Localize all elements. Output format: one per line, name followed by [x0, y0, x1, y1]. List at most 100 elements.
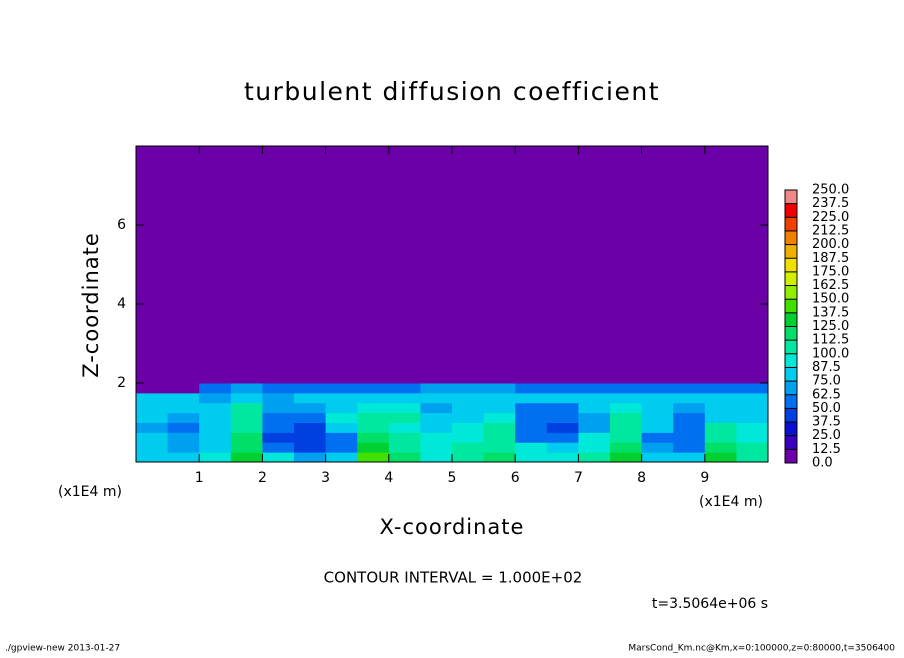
field-cell [357, 422, 390, 433]
field-cell [610, 422, 643, 433]
field-cell [357, 146, 390, 384]
colorbar-band [785, 230, 797, 245]
field-cell [388, 402, 421, 414]
field-cell [452, 146, 485, 384]
field-cell [673, 402, 706, 414]
field-cell [420, 146, 453, 384]
field-cell [199, 146, 232, 384]
colorbar-band [785, 449, 797, 463]
colorbar-label: 175.0 [812, 264, 849, 279]
colorbar-band [785, 244, 797, 259]
field-cell [294, 432, 327, 443]
field-cell [673, 432, 706, 443]
x-tick-label: 9 [700, 470, 709, 486]
field-cell [420, 422, 453, 433]
colorbar-label: 150.0 [812, 292, 849, 307]
field-cell [325, 422, 358, 433]
field-cell [546, 383, 579, 394]
field-cell [199, 383, 232, 394]
field-cell [515, 422, 548, 433]
field-cell [704, 402, 737, 414]
colorbar-band [785, 217, 797, 231]
y-tick-label: 4 [117, 296, 126, 312]
field-cell [704, 432, 737, 443]
field-cell [452, 402, 485, 414]
field-cell [325, 392, 358, 404]
colorbar-band [785, 271, 797, 286]
colorbar-label: 62.5 [812, 387, 841, 402]
field-cell [388, 422, 421, 433]
field-cell [420, 452, 453, 463]
colorbar-label: 237.5 [812, 196, 849, 211]
field-cell [262, 422, 295, 433]
field-cell [230, 442, 263, 453]
time-label: t=3.5064e+06 s [652, 596, 768, 612]
field-cell [641, 402, 674, 414]
x-axis-label: X-coordinate [380, 515, 525, 539]
field-cell [515, 442, 548, 453]
field-cell [388, 412, 421, 423]
field-cell [199, 422, 232, 433]
x-axis-unit: (x1E4 m) [699, 494, 763, 510]
field-cell [452, 452, 485, 463]
x-tick-label: 8 [637, 470, 646, 486]
field-cell [704, 412, 737, 423]
field-cell [546, 452, 579, 463]
colorbar-label: 212.5 [812, 223, 849, 238]
colorbar-band [785, 285, 797, 300]
field-cell [262, 383, 295, 394]
field-cell [294, 452, 327, 463]
field-cell [704, 383, 737, 394]
field-cell [546, 442, 579, 453]
field-cell [515, 383, 548, 394]
colorbar-label: 137.5 [812, 305, 849, 320]
field-cell [199, 452, 232, 463]
field-cell [262, 402, 295, 414]
field-cell [515, 412, 548, 423]
field-cell [641, 422, 674, 433]
field-cell [452, 383, 485, 394]
field-cell [199, 402, 232, 414]
field-cell [515, 432, 548, 443]
field-cell [483, 146, 516, 384]
field-cell [230, 412, 263, 423]
colorbar-band [785, 340, 797, 354]
field-cell [578, 383, 611, 394]
colorbar-band [785, 258, 797, 272]
field-cell [325, 402, 358, 414]
field-cell [610, 383, 643, 394]
field-cell [515, 392, 548, 404]
field-cell [199, 412, 232, 423]
field-cell [610, 402, 643, 414]
contour-interval: CONTOUR INTERVAL = 1.000E+02 [324, 569, 583, 587]
field-cell [578, 392, 611, 404]
field-cell [136, 432, 169, 443]
field-cell [388, 146, 421, 384]
field-cell [388, 383, 421, 394]
field-cell [167, 412, 200, 423]
field-cell [167, 383, 200, 394]
colorbar-band [785, 353, 797, 368]
field-cell [357, 402, 390, 414]
field-cell [388, 392, 421, 404]
field-cell [641, 432, 674, 443]
field-cell [736, 452, 769, 463]
field-cell [704, 452, 737, 463]
field-cell [294, 412, 327, 423]
field-cell [736, 442, 769, 453]
y-tick-label: 2 [117, 375, 126, 391]
colorbar-band [785, 203, 797, 218]
colorbar-band [785, 367, 797, 382]
field-cell [294, 146, 327, 384]
field-cell [578, 452, 611, 463]
colorbar-label: 112.5 [812, 333, 849, 348]
field-cell [167, 432, 200, 443]
field-cell [483, 452, 516, 463]
field-cell [167, 402, 200, 414]
field-cell [388, 452, 421, 463]
field-cell [262, 412, 295, 423]
field-cell [483, 412, 516, 423]
field-cell [230, 452, 263, 463]
colorbar-label: 200.0 [812, 237, 849, 252]
colorbar-band [785, 394, 797, 409]
